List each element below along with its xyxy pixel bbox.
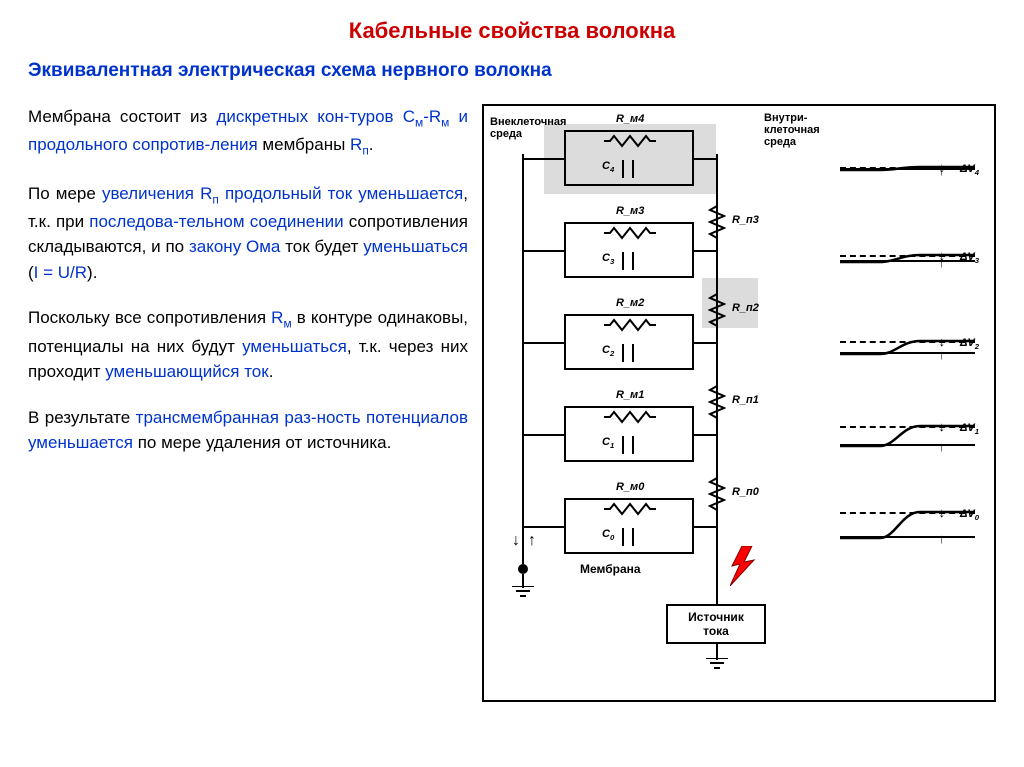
label-intracellular: Внутри- клеточная среда (764, 112, 834, 148)
rc-unit-4: R_м0C0 (564, 498, 694, 554)
explanation-text: Мембрана состоит из дискретных кон-туров… (28, 104, 468, 702)
content-row: Мембрана состоит из дискретных кон-туров… (28, 104, 996, 702)
response-graph-3: ΔV1↓↑ (840, 412, 975, 454)
label-membrane: Мембрана (580, 562, 641, 576)
rp-resistor-0: R_п3 (708, 202, 726, 247)
para-1: Мембрана состоит из дискретных кон-туров… (28, 104, 468, 161)
rc-unit-3: R_м1C1 (564, 406, 694, 462)
page-title: Кабельные свойства волокна (28, 18, 996, 44)
rp-resistor-2: R_п1 (708, 382, 726, 427)
left-rail (522, 154, 524, 564)
rc-unit-0: R_м4C4 (564, 130, 694, 186)
rc-unit-1: R_м3C3 (564, 222, 694, 278)
current-source-box: Источник тока (666, 604, 766, 644)
label-extracellular: Внеклеточная среда (490, 116, 562, 140)
rp-resistor-1: R_п2 (708, 290, 726, 335)
rp-resistor-3: R_п0 (708, 474, 726, 519)
para-4: В результате трансмембранная раз-ность п… (28, 405, 468, 456)
response-graph-1: ΔV3↓↑ (840, 228, 975, 270)
para-2: По мере увеличения Rп продольный ток уме… (28, 181, 468, 286)
page-subtitle: Эквивалентная электрическая схема нервно… (28, 60, 996, 82)
response-graph-4: ΔV0↓↑ (840, 504, 975, 546)
rc-unit-2: R_м2C2 (564, 314, 694, 370)
rail-arrow: ↓ (512, 532, 520, 550)
response-graph-2: ΔV2↓↑ (840, 320, 975, 362)
rail-arrow2: ↑ (528, 532, 536, 550)
response-graph-0: ΔV4↓↑ (840, 136, 975, 178)
stimulus-bolt-icon (730, 546, 760, 586)
circuit-diagram: Внеклеточная среда Внутри- клеточная сре… (482, 104, 996, 702)
para-3: Поскольку все сопротивления Rм в контуре… (28, 305, 468, 384)
